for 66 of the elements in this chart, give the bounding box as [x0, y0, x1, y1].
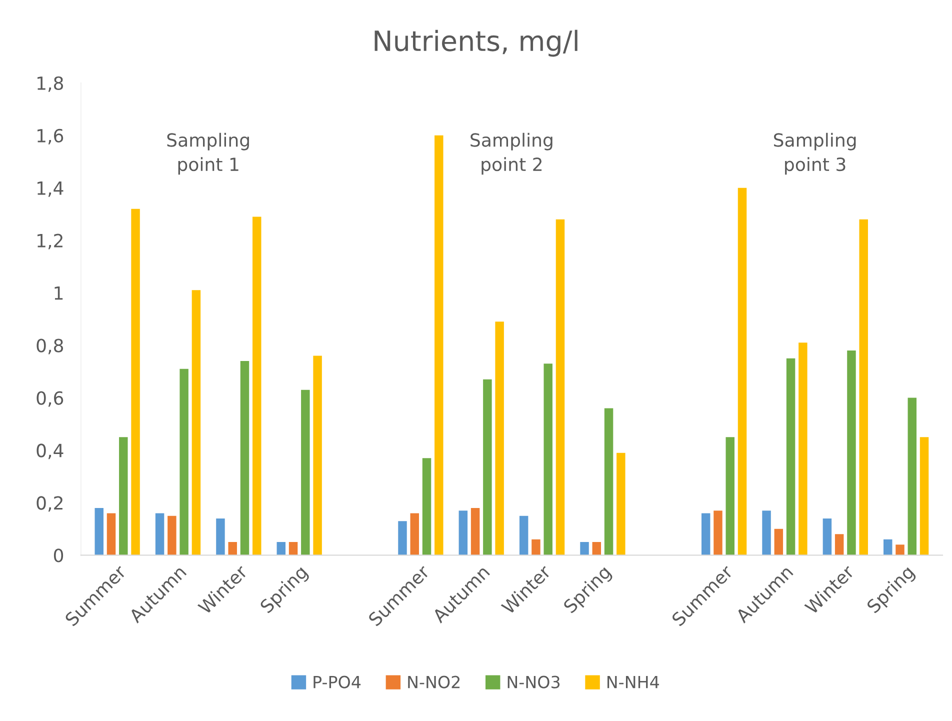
bar	[301, 390, 310, 556]
bar	[410, 513, 419, 556]
legend-label: N-NH4	[607, 676, 660, 688]
bar	[774, 528, 784, 556]
bar	[168, 516, 176, 556]
bar	[908, 398, 917, 556]
bar	[228, 542, 237, 556]
bar	[216, 518, 225, 556]
legend-label: N-NO3	[508, 676, 560, 688]
bar	[131, 208, 140, 556]
y-tick-label: 0,4	[36, 444, 64, 460]
bar	[834, 534, 844, 556]
bar	[884, 539, 892, 556]
bar	[896, 544, 904, 556]
bar	[119, 437, 128, 556]
bar	[434, 135, 444, 556]
bar	[458, 510, 468, 556]
bar	[252, 216, 262, 556]
bar	[616, 452, 626, 556]
y-tick-label: 1,4	[38, 182, 64, 197]
bar	[738, 188, 747, 556]
y-tick-label: 1	[54, 286, 63, 300]
bar	[495, 322, 504, 556]
bar	[604, 408, 614, 556]
bar	[556, 219, 565, 556]
bar	[701, 513, 710, 556]
bar	[580, 542, 589, 556]
bar	[483, 379, 492, 556]
legend-label: N-NO2	[408, 676, 460, 688]
annotation: Sampling point 3	[774, 132, 856, 175]
annotation: Sampling point 1	[167, 132, 249, 175]
bar	[470, 508, 480, 556]
bar	[398, 521, 407, 556]
bar	[94, 508, 104, 556]
bar	[592, 542, 602, 556]
bar	[422, 458, 432, 556]
bar	[106, 513, 116, 556]
bar	[240, 361, 250, 556]
y-tick-label: 0	[54, 548, 64, 562]
bar	[313, 356, 322, 556]
bar	[786, 358, 796, 556]
bar	[532, 539, 540, 556]
bar	[519, 516, 528, 556]
bar	[920, 437, 929, 556]
y-tick-label: 1,2	[38, 234, 62, 250]
y-tick-label: 0,8	[36, 338, 64, 354]
y-tick-label: 1,8	[38, 76, 64, 92]
chart-title: Nutrients, mg/l	[374, 30, 578, 57]
bar	[847, 350, 856, 556]
bar	[192, 290, 201, 556]
bar	[762, 510, 771, 556]
bar	[859, 219, 868, 556]
bar	[180, 368, 188, 556]
bar	[822, 518, 832, 556]
y-tick-label: 1,6	[38, 128, 64, 144]
y-tick-label: 0,6	[36, 391, 64, 407]
bar	[276, 542, 286, 556]
bar	[798, 342, 808, 556]
bar	[544, 364, 552, 556]
annotation: Sampling point 2	[470, 132, 552, 175]
bar	[714, 510, 722, 556]
bar	[288, 542, 298, 556]
bar	[155, 513, 164, 556]
y-tick-label: 0,2	[36, 496, 62, 512]
legend-label: P-PO4	[314, 676, 361, 688]
bar	[726, 437, 734, 556]
